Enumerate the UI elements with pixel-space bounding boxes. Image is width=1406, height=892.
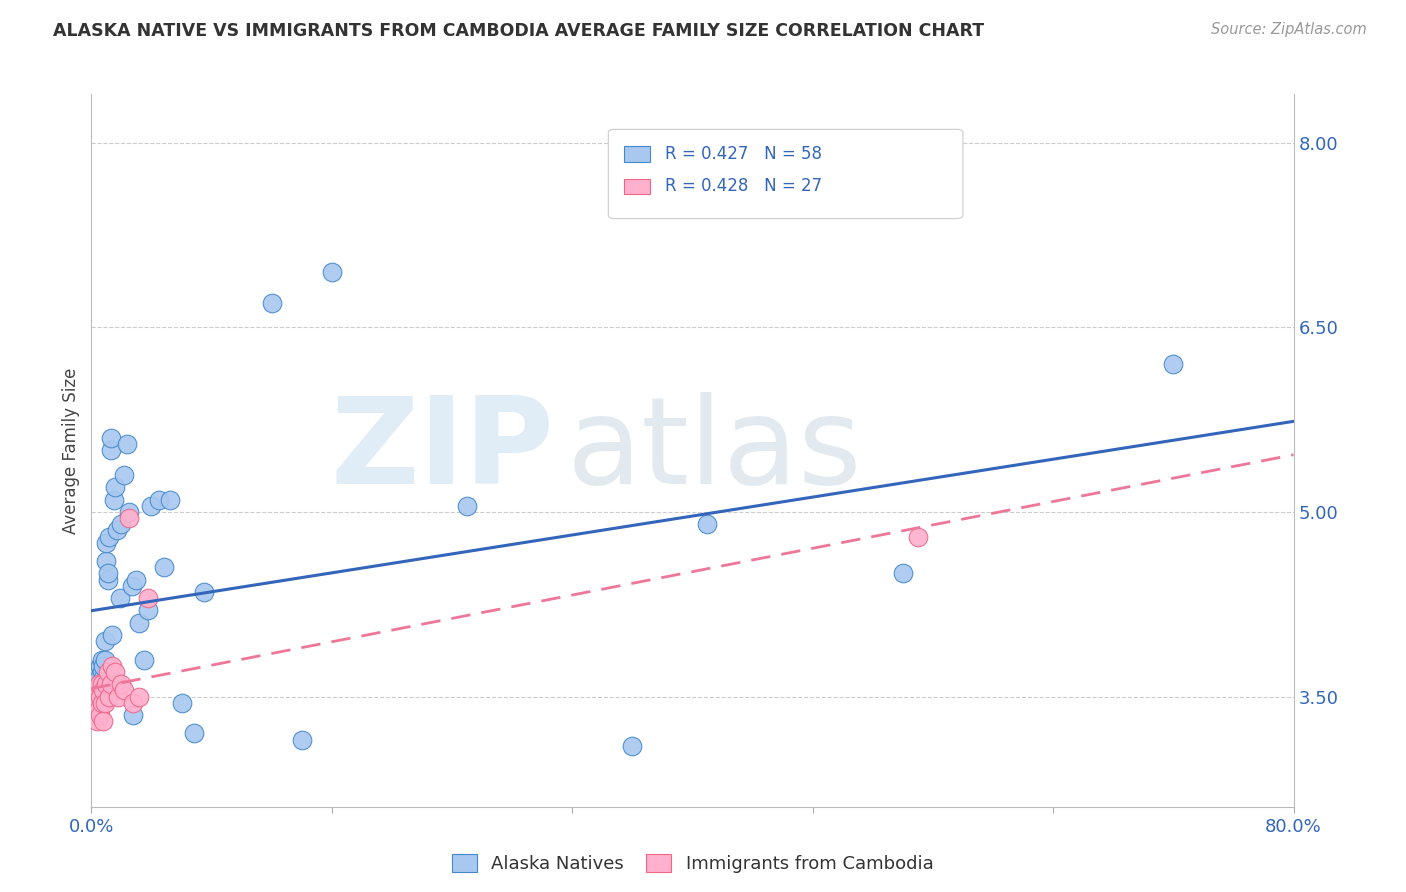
Point	[110, 517, 132, 532]
Point	[101, 628, 124, 642]
Point	[84, 671, 107, 685]
Point	[97, 566, 120, 581]
Point	[96, 677, 118, 691]
Point	[86, 683, 108, 698]
Point	[260, 295, 283, 310]
Point	[89, 708, 111, 723]
Point	[891, 566, 914, 581]
Point	[84, 677, 107, 691]
Point	[93, 683, 115, 698]
Point	[89, 677, 111, 691]
Point	[98, 690, 121, 704]
Point	[103, 492, 125, 507]
Point	[170, 696, 193, 710]
Point	[89, 658, 111, 673]
Point	[128, 690, 150, 704]
Point	[93, 658, 115, 673]
Point	[107, 677, 129, 691]
Point	[148, 492, 170, 507]
Point	[621, 739, 644, 753]
Point	[96, 535, 118, 549]
Point	[86, 714, 108, 728]
Point	[87, 671, 110, 685]
Point	[96, 554, 118, 568]
Point	[138, 591, 160, 606]
Point	[93, 683, 115, 698]
Point	[87, 677, 110, 691]
Point	[90, 665, 112, 679]
Point	[110, 677, 132, 691]
Point	[117, 437, 139, 451]
Y-axis label: Average Family Size: Average Family Size	[62, 368, 80, 533]
Point	[87, 690, 110, 704]
Point	[100, 443, 122, 458]
Point	[94, 634, 117, 648]
Point	[1161, 357, 1184, 371]
Point	[97, 573, 120, 587]
Point	[122, 708, 145, 723]
Point	[125, 573, 148, 587]
Point	[456, 499, 478, 513]
Point	[104, 480, 127, 494]
Bar	[624, 178, 651, 194]
Point	[89, 683, 111, 698]
Text: ALASKA NATIVE VS IMMIGRANTS FROM CAMBODIA AVERAGE FAMILY SIZE CORRELATION CHART: ALASKA NATIVE VS IMMIGRANTS FROM CAMBODI…	[53, 22, 984, 40]
Bar	[624, 146, 651, 162]
Point	[97, 665, 120, 679]
Point	[89, 690, 111, 704]
Point	[90, 696, 112, 710]
Point	[118, 511, 141, 525]
Point	[159, 492, 181, 507]
Point	[84, 696, 107, 710]
Point	[104, 665, 127, 679]
Point	[100, 677, 122, 691]
Point	[93, 714, 115, 728]
Point	[696, 517, 718, 532]
Point	[105, 524, 128, 538]
Point	[94, 696, 117, 710]
Point	[86, 665, 108, 679]
Point	[141, 499, 163, 513]
Point	[114, 683, 136, 698]
Point	[87, 702, 110, 716]
Point	[83, 683, 105, 698]
Point	[321, 265, 343, 279]
FancyBboxPatch shape	[609, 129, 963, 219]
Point	[138, 603, 160, 617]
Point	[83, 708, 105, 723]
Point	[122, 696, 145, 710]
Text: R = 0.427   N = 58: R = 0.427 N = 58	[665, 145, 821, 163]
Point	[86, 690, 108, 704]
Point	[132, 652, 155, 666]
Point	[94, 652, 117, 666]
Text: Source: ZipAtlas.com: Source: ZipAtlas.com	[1211, 22, 1367, 37]
Point	[100, 431, 122, 445]
Point	[90, 652, 112, 666]
Point	[183, 726, 205, 740]
Point	[87, 696, 110, 710]
Point	[128, 615, 150, 630]
Point	[907, 530, 929, 544]
Point	[90, 677, 112, 691]
Text: ZIP: ZIP	[330, 392, 554, 509]
Point	[107, 690, 129, 704]
Point	[152, 560, 174, 574]
Text: atlas: atlas	[567, 392, 862, 509]
Point	[108, 591, 131, 606]
Point	[101, 658, 124, 673]
Point	[193, 585, 215, 599]
Legend: Alaska Natives, Immigrants from Cambodia: Alaska Natives, Immigrants from Cambodia	[444, 847, 941, 880]
Text: R = 0.428   N = 27: R = 0.428 N = 27	[665, 178, 823, 195]
Point	[98, 530, 121, 544]
Point	[93, 671, 115, 685]
Point	[118, 505, 141, 519]
Point	[90, 677, 112, 691]
Point	[114, 468, 136, 483]
Point	[121, 579, 143, 593]
Point	[86, 683, 108, 698]
Point	[291, 732, 314, 747]
